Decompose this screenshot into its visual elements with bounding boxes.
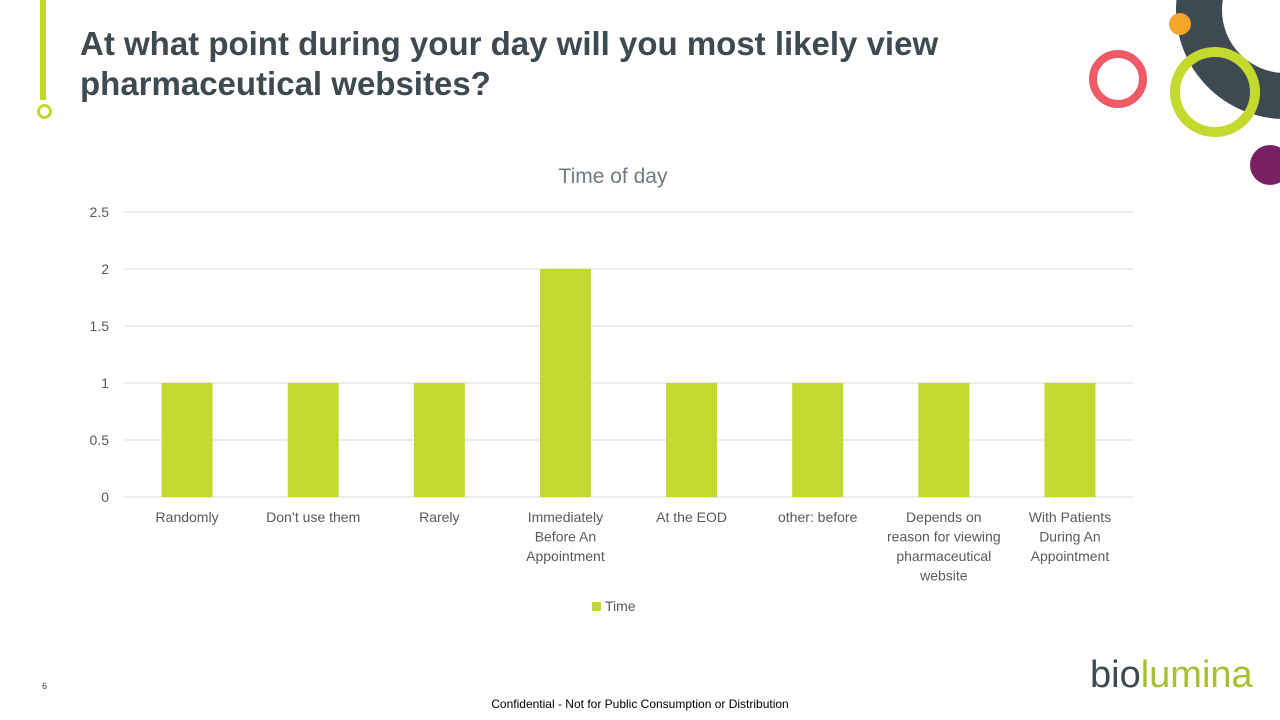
title-accent-ring <box>37 104 52 119</box>
y-tick-label: 2.5 <box>90 204 110 220</box>
x-tick-label: At the EOD <box>656 509 727 525</box>
x-tick-label: other: before <box>778 509 858 525</box>
x-tick-label: Don’t use them <box>266 509 360 525</box>
legend-swatch <box>592 601 601 611</box>
bar <box>161 383 213 497</box>
x-tick-label: Rarely <box>419 509 459 525</box>
x-tick-label: Randomly <box>156 509 219 525</box>
chart-canvas: 0 0.5 1 1.5 2 2.5 Randomly Don’t use them Rarely… <box>90 204 1133 584</box>
footer-confidential-note: Confidential - Not for Public Consumptio… <box>491 697 789 711</box>
x-tick-label: Immediately Before An Appointment <box>526 509 605 564</box>
deco-purple-dot <box>1250 145 1280 185</box>
page-number: 6 <box>42 681 48 691</box>
title-accent-line <box>40 0 46 100</box>
bar-chart: Time of day 0 0.5 1 1.5 2 2.5 Randomly Don’t us… <box>0 150 1280 630</box>
logo-text-lumina: lumina <box>1140 654 1253 696</box>
chart-title: Time of day <box>558 165 668 188</box>
chart-legend: Time <box>592 598 636 614</box>
y-tick-label: 1 <box>101 375 109 391</box>
deco-coral-ring <box>1089 50 1147 108</box>
company-logo: biolumina <box>1090 652 1253 698</box>
deco-dark-arc <box>1176 0 1280 119</box>
slide-title: At what point during your day will you m… <box>80 25 939 102</box>
y-tick-label: 0 <box>101 489 109 505</box>
decorative-circles <box>1089 0 1280 185</box>
legend-label: Time <box>605 598 636 614</box>
bar <box>918 383 970 497</box>
bar <box>287 383 339 497</box>
y-tick-label: 2 <box>101 261 109 277</box>
x-tick-label: With Patients During An Appointment <box>1029 509 1111 564</box>
bar <box>1044 383 1096 497</box>
bar <box>539 269 591 497</box>
y-tick-label: 0.5 <box>90 432 110 448</box>
deco-orange-dot <box>1169 13 1191 35</box>
bar <box>792 383 844 497</box>
logo-text-bio: bio <box>1090 654 1141 696</box>
deco-lime-ring <box>1170 47 1260 137</box>
x-tick-label: Depends on reason for viewing pharmaceutic… <box>887 509 1001 584</box>
y-tick-label: 1.5 <box>90 318 110 334</box>
bar <box>666 383 718 497</box>
bar <box>413 383 465 497</box>
